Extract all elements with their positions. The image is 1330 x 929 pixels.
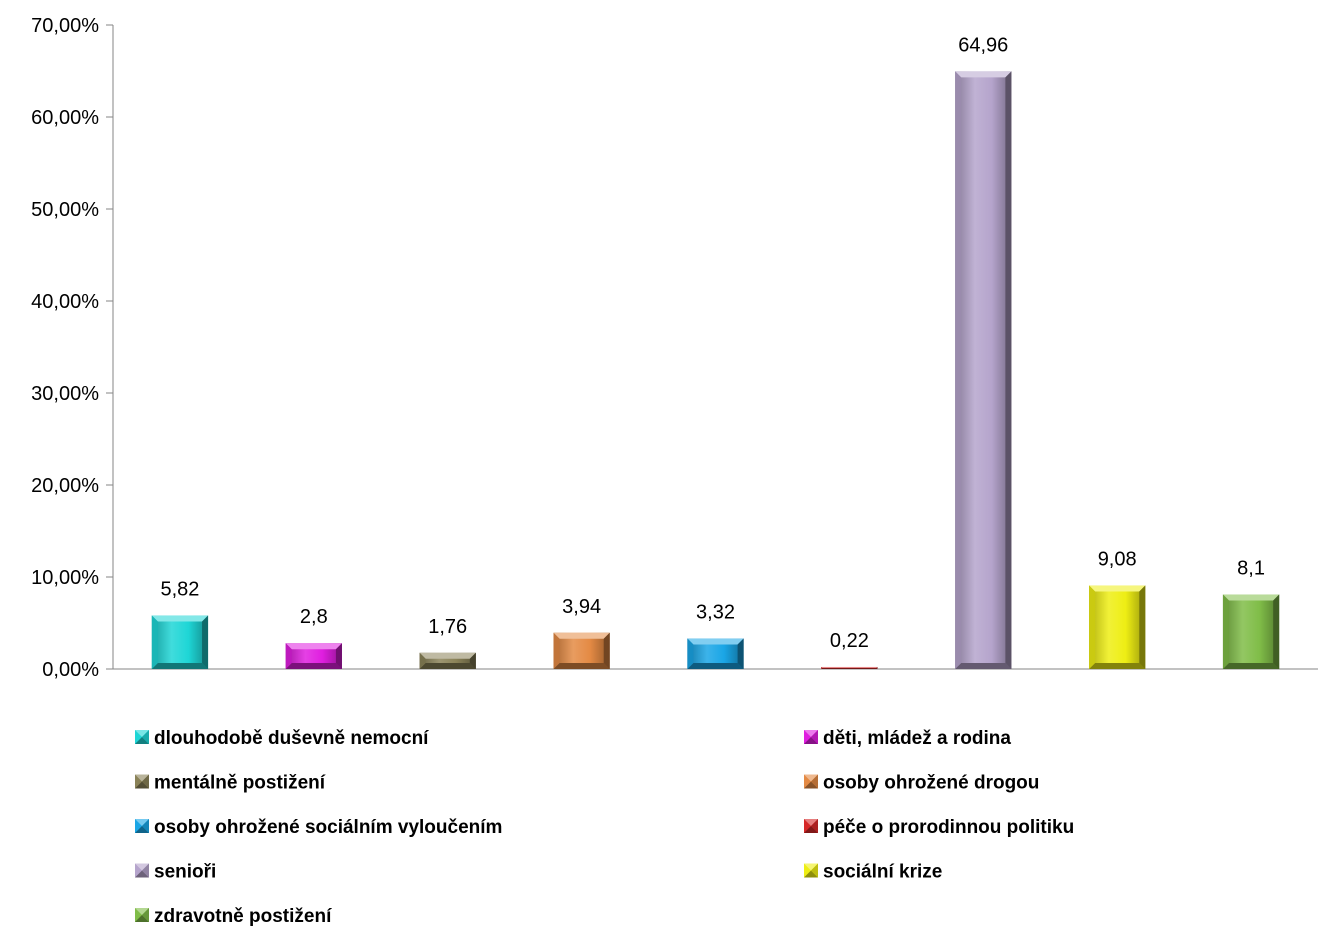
- y-tick-label: 70,00%: [31, 15, 99, 37]
- data-label-5: 3,32: [696, 601, 735, 623]
- bar-7: [955, 71, 1012, 670]
- y-tick-label: 60,00%: [31, 107, 99, 129]
- bar-9: [1222, 594, 1280, 669]
- bar-2: [285, 643, 342, 669]
- bar-1: [151, 615, 209, 669]
- y-tick-label: 10,00%: [31, 567, 99, 589]
- bar-8: [1089, 585, 1146, 669]
- legend-item-6: péče o prorodinnou politiku: [804, 817, 1074, 838]
- legend-label: osoby ohrožené sociálním vyloučením: [154, 817, 502, 838]
- data-label-4: 3,94: [562, 596, 601, 618]
- legend: dlouhodobě duševně nemocní děti, mládež a…: [135, 728, 1074, 927]
- legend-label: senioři: [154, 862, 216, 883]
- data-label-8: 9,08: [1098, 548, 1137, 570]
- y-tick-label: 50,00%: [31, 199, 99, 221]
- legend-item-2: děti, mládež a rodina: [804, 728, 1011, 749]
- legend-label: sociální krize: [823, 862, 942, 883]
- legend-item-9: zdravotně postižení: [135, 906, 332, 927]
- data-labels: 5,82 2,8 1,76 3,94 3,32 0,22 64,96 9,08 8,1: [160, 34, 1264, 652]
- data-label-9: 8,1: [1237, 557, 1265, 579]
- data-label-2: 2,8: [300, 606, 328, 628]
- legend-label: osoby ohrožené drogou: [823, 773, 1039, 794]
- legend-item-1: dlouhodobě duševně nemocní: [135, 728, 429, 749]
- legend-item-3: mentálně postižení: [135, 773, 326, 794]
- bars: [151, 71, 1280, 670]
- bar-3: [419, 652, 476, 669]
- legend-label: mentálně postižení: [154, 773, 326, 794]
- legend-item-7: senioři: [135, 862, 216, 883]
- data-label-6: 0,22: [830, 630, 869, 652]
- y-tick-label: 40,00%: [31, 291, 99, 313]
- data-label-1: 5,82: [160, 578, 199, 600]
- y-tick-label: 30,00%: [31, 383, 99, 405]
- data-label-3: 1,76: [428, 616, 467, 638]
- y-tick-label: 20,00%: [31, 475, 99, 497]
- data-label-7: 64,96: [958, 34, 1008, 56]
- bar-6: [821, 666, 878, 669]
- legend-label: děti, mládež a rodina: [823, 728, 1011, 749]
- y-axis: 0,00% 10,00% 20,00% 30,00% 40,00% 50,00% 60,00…: [31, 15, 114, 681]
- legend-label: péče o prorodinnou politiku: [823, 817, 1074, 838]
- legend-label: zdravotně postižení: [154, 906, 332, 927]
- bar-4: [553, 632, 610, 669]
- y-tick-label: 0,00%: [42, 659, 99, 681]
- legend-item-4: osoby ohrožené drogou: [804, 773, 1039, 794]
- bar-5: [687, 638, 744, 669]
- legend-item-5: osoby ohrožené sociálním vyloučením: [135, 817, 502, 838]
- legend-label: dlouhodobě duševně nemocní: [154, 728, 429, 749]
- legend-item-8: sociální krize: [804, 862, 942, 883]
